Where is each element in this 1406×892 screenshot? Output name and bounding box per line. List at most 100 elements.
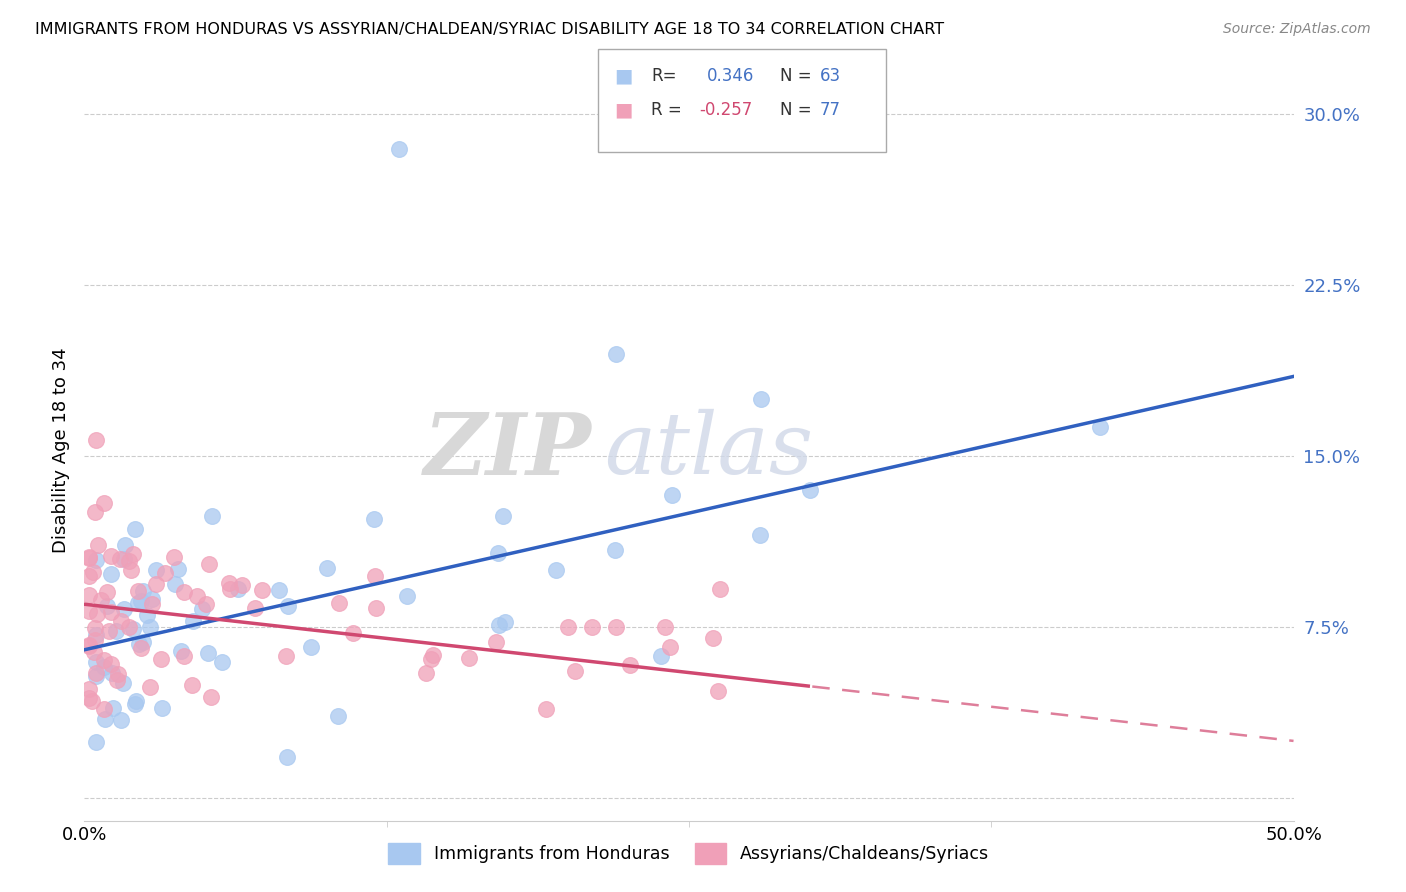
Point [173,584,195,599]
Text: N =: N = [780,101,811,119]
Point [84,505,107,519]
Point [163,577,186,591]
Point [93,496,115,510]
Point [105,624,128,638]
Point [605,620,627,634]
Point [197,646,219,660]
Point [153,566,176,580]
Point [218,575,240,590]
Point [93,659,115,673]
Point [86,655,108,669]
Point [194,597,217,611]
Point [96,584,118,599]
Point [77,690,100,705]
Point [276,648,298,663]
Point [243,601,266,615]
Point [121,547,143,561]
Point [316,560,339,574]
Point [112,552,135,566]
Point [342,625,364,640]
Point [191,601,214,615]
Text: 63: 63 [820,67,841,85]
Point [707,684,730,698]
Point [252,583,274,598]
Point [105,673,128,688]
Point [86,434,108,448]
Point [93,702,115,716]
Point [114,538,136,552]
Point [564,664,586,678]
Point [110,615,132,629]
Point [101,700,124,714]
Point [619,657,641,672]
Point [366,600,388,615]
Text: ZIP: ZIP [425,409,592,492]
Point [90,593,112,607]
Point [125,694,148,708]
Point [118,554,141,568]
Point [141,598,163,612]
Point [96,599,118,614]
Point [84,633,107,648]
Point [169,643,191,657]
Text: 77: 77 [820,101,841,119]
Point [139,680,162,694]
Point [141,591,163,606]
Point [100,566,122,581]
Point [162,550,184,565]
Point [659,640,682,654]
Point [277,599,299,614]
Point [100,549,122,564]
Point [186,590,208,604]
Point [200,690,222,704]
Point [326,709,349,723]
Point [122,622,145,636]
Point [77,682,100,697]
Point [111,676,134,690]
Point [77,549,100,564]
Point [749,528,772,542]
Point [231,578,253,592]
Point [181,614,204,628]
Point [108,552,131,566]
Point [485,635,508,649]
Point [709,582,731,596]
Point [97,624,120,638]
Point [77,639,100,653]
Point [110,714,132,728]
Point [557,620,579,634]
Point [82,694,104,708]
Point [86,553,108,567]
Point [219,582,242,596]
Point [363,569,385,583]
Point [86,607,108,622]
Point [127,596,149,610]
Text: IMMIGRANTS FROM HONDURAS VS ASSYRIAN/CHALDEAN/SYRIAC DISABILITY AGE 18 TO 34 COR: IMMIGRANTS FROM HONDURAS VS ASSYRIAN/CHA… [35,22,945,37]
Y-axis label: Disability Age 18 to 34: Disability Age 18 to 34 [52,348,70,553]
Point [100,665,122,680]
Point [112,601,135,615]
Point [299,640,322,655]
Point [77,638,100,652]
Point [228,582,250,596]
Point [100,605,122,619]
Point [132,583,155,598]
Legend: Immigrants from Honduras, Assyrians/Chaldeans/Syriacs: Immigrants from Honduras, Assyrians/Chal… [381,836,997,871]
Point [328,596,350,610]
Point [86,735,108,749]
Point [267,583,290,598]
Point [145,563,167,577]
Text: -0.257: -0.257 [699,101,752,119]
Point [107,667,129,681]
Point [415,665,437,680]
Point [77,568,100,582]
Point [1088,419,1111,434]
Text: R =: R = [651,101,682,119]
Point [93,653,115,667]
Point [124,522,146,536]
Point [661,488,683,502]
Point [201,508,224,523]
Point [605,542,627,557]
Point [150,652,173,666]
Text: Source: ZipAtlas.com: Source: ZipAtlas.com [1223,22,1371,37]
